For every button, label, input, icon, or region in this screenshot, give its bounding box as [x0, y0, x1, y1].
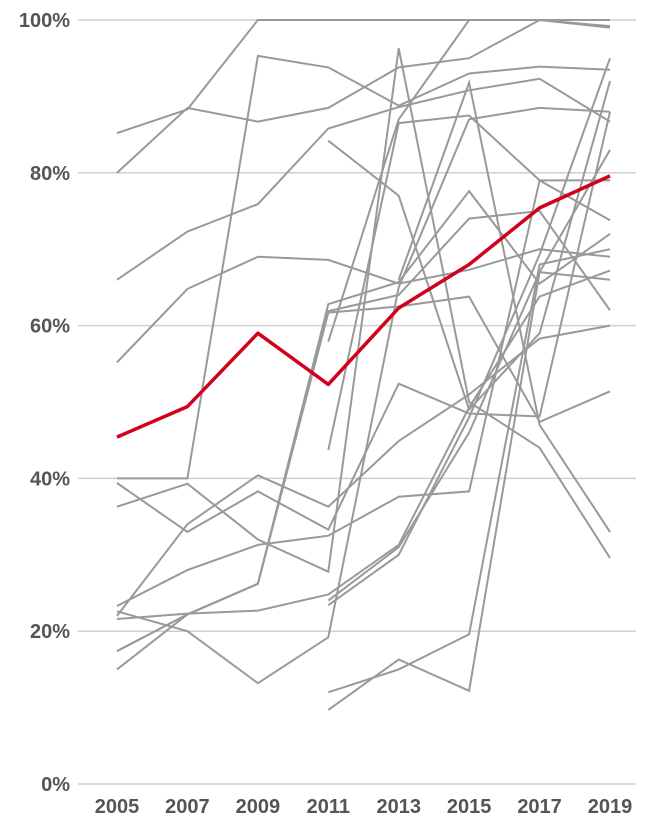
- series-line-3: [116, 77, 611, 281]
- series-line-15: [327, 80, 611, 412]
- series-line-16: [327, 19, 611, 342]
- series-line-21: [327, 271, 611, 711]
- series-line-17: [327, 114, 611, 451]
- x-tick-label: 2009: [236, 796, 281, 818]
- series-line-4: [116, 248, 611, 363]
- x-tick-label: 2015: [447, 796, 492, 818]
- y-tick-label: 0%: [41, 774, 70, 796]
- y-tick-label: 60%: [30, 316, 70, 338]
- x-tick-label: 2005: [95, 796, 140, 818]
- series-line-18: [327, 57, 611, 607]
- x-tick-label: 2019: [588, 796, 633, 818]
- other-series-lines: [116, 18, 611, 711]
- y-tick-label: 40%: [30, 468, 70, 490]
- series-line-5: [117, 54, 611, 480]
- x-axis-tick-labels: 2005 2007 2009 2011 2013 2015 2017 2019: [95, 796, 633, 818]
- series-line-11: [116, 106, 611, 685]
- series-line-19: [327, 149, 611, 602]
- series-line-8: [116, 179, 610, 607]
- y-tick-label: 20%: [30, 621, 70, 643]
- y-tick-label: 100%: [19, 10, 70, 32]
- x-tick-label: 2011: [307, 796, 350, 818]
- x-tick-label: 2017: [517, 796, 562, 818]
- series-line-10: [116, 269, 611, 620]
- highlight-series-line: [116, 174, 611, 439]
- x-tick-label: 2013: [376, 796, 421, 818]
- series-line-1: [116, 19, 610, 135]
- gridlines: [78, 19, 636, 785]
- x-tick-label: 2007: [165, 796, 210, 818]
- y-tick-label: 80%: [30, 163, 70, 185]
- y-axis-tick-labels: 0% 20% 40% 60% 80% 100%: [19, 10, 70, 796]
- series-line-22: [397, 78, 611, 533]
- series-line-20: [327, 248, 611, 694]
- series-line-2: [116, 18, 611, 174]
- series-line-9: [116, 324, 611, 617]
- series-line-14: [116, 189, 611, 652]
- highlight-series-line: [116, 174, 611, 439]
- series-line-6: [116, 111, 611, 534]
